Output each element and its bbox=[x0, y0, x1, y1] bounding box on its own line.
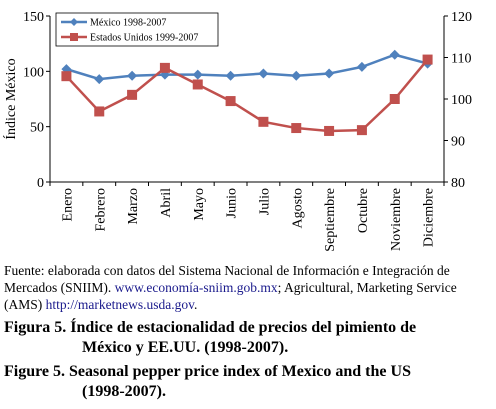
chart-ticks: 0 50 100 150 80 90 100 110 120 Enero Febrero Marzo A… bbox=[2, 10, 472, 252]
y-left-tick-label: 0 bbox=[37, 176, 44, 191]
series-2-point bbox=[389, 94, 400, 104]
x-tick-label: Septiembre bbox=[323, 188, 338, 252]
series-2-point bbox=[225, 96, 236, 107]
series-1-point bbox=[258, 68, 269, 79]
series-1-point bbox=[94, 74, 105, 85]
y-right-tick-label: 80 bbox=[451, 176, 465, 191]
x-tick-label: Octubre bbox=[356, 188, 371, 233]
x-tick-label: Noviembre bbox=[389, 188, 404, 251]
x-tick-label: Diciembre bbox=[422, 188, 437, 247]
series-1-point bbox=[225, 70, 236, 81]
series-1-point bbox=[291, 70, 302, 81]
series-line-2 bbox=[65, 58, 429, 133]
y-right-tick-label: 110 bbox=[451, 52, 471, 67]
series-2-point bbox=[127, 89, 138, 100]
series-2-point bbox=[94, 106, 105, 117]
series-2-point bbox=[192, 79, 203, 90]
source-note: Fuente: elaborada con datos del Sistema … bbox=[4, 262, 494, 313]
series-1-point bbox=[192, 69, 203, 80]
series-2-point bbox=[324, 125, 335, 136]
series-2-point bbox=[159, 62, 170, 73]
chart-legend: México 1998-2007 Estados Unidos 1999-2007 bbox=[55, 12, 219, 47]
legend-box bbox=[55, 12, 219, 47]
caption-spanish-line2: México y EE.UU. (1998-2007). bbox=[82, 339, 289, 356]
caption-english: Figure 5. Seasonal pepper price index of… bbox=[4, 362, 494, 402]
series-1-point bbox=[127, 70, 138, 81]
source-link-sniim[interactable]: www.economía-sniim.gob.mx bbox=[114, 280, 278, 295]
y-left-tick-label: 50 bbox=[30, 121, 44, 136]
caption-english-line2: (1998-2007). bbox=[82, 383, 166, 400]
source-text-3: . bbox=[194, 297, 198, 312]
source-text-1: Fuente: elaborada con datos del Sistema … bbox=[4, 263, 450, 295]
y-right-tick-label: 100 bbox=[451, 93, 472, 108]
legend-label-2: Estados Unidos 1999-2007 bbox=[90, 33, 198, 44]
x-tick-label: Junio bbox=[225, 188, 240, 218]
x-tick-label: Febrero bbox=[93, 188, 108, 232]
x-tick-label: Marzo bbox=[126, 188, 141, 225]
y-left-tick-label: 100 bbox=[23, 65, 44, 80]
legend-marker-1 bbox=[70, 18, 78, 26]
x-tick-label: Mayo bbox=[192, 188, 207, 221]
y-axis-title: Índice México bbox=[2, 58, 19, 139]
series-1-point bbox=[389, 49, 400, 60]
series-2-point bbox=[291, 123, 302, 134]
series-2-point bbox=[356, 125, 367, 136]
x-tick-label: Abril bbox=[159, 188, 174, 218]
x-tick-label: Agosto bbox=[290, 188, 305, 228]
caption-spanish-line1: Figura 5. Índice de estacionalidad de pr… bbox=[4, 319, 417, 336]
x-tick-label: Enero bbox=[60, 188, 75, 221]
legend-marker-2 bbox=[70, 33, 78, 41]
series-1-point bbox=[356, 61, 367, 72]
series-2-point bbox=[422, 54, 433, 65]
chart: 0 50 100 150 80 90 100 110 120 Enero Febrero Marzo A… bbox=[2, 10, 472, 252]
x-tick-label: Julio bbox=[257, 188, 272, 215]
y-right-tick-label: 90 bbox=[451, 135, 465, 150]
series-line-1 bbox=[66, 53, 428, 81]
chart-series bbox=[61, 49, 433, 136]
caption-spanish: Figura 5. Índice de estacionalidad de pr… bbox=[4, 318, 494, 358]
series-1-point bbox=[324, 68, 335, 79]
caption-english-line1: Figure 5. Seasonal pepper price index of… bbox=[4, 363, 411, 380]
source-text-2: ; Agricultural, Marketing Service (AMS) bbox=[4, 280, 457, 312]
y-left-tick-label: 150 bbox=[23, 10, 44, 25]
series-2-point bbox=[61, 71, 72, 82]
source-link-usda[interactable]: http://marketnews.usda.gov bbox=[45, 297, 194, 312]
series-2-point bbox=[258, 116, 269, 127]
legend-label-1: México 1998-2007 bbox=[90, 18, 166, 29]
y-right-tick-label: 120 bbox=[451, 10, 472, 25]
